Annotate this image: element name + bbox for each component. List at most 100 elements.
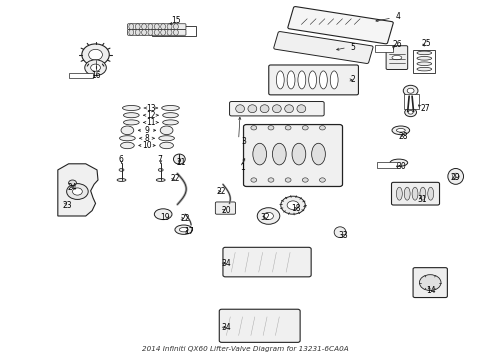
Ellipse shape xyxy=(158,168,163,171)
Ellipse shape xyxy=(154,209,172,220)
Text: 27: 27 xyxy=(420,104,430,113)
Text: 13: 13 xyxy=(146,104,156,113)
Text: 23: 23 xyxy=(63,202,73,210)
Ellipse shape xyxy=(67,184,88,199)
Text: 22: 22 xyxy=(171,174,180,183)
Ellipse shape xyxy=(405,108,416,117)
Ellipse shape xyxy=(292,143,306,165)
Text: 7: 7 xyxy=(157,155,162,163)
Ellipse shape xyxy=(392,126,410,135)
Ellipse shape xyxy=(135,24,140,30)
FancyBboxPatch shape xyxy=(414,50,436,73)
FancyBboxPatch shape xyxy=(404,94,419,109)
Ellipse shape xyxy=(309,71,317,89)
Ellipse shape xyxy=(119,168,124,171)
Text: 4: 4 xyxy=(395,13,400,22)
Ellipse shape xyxy=(392,55,402,60)
Ellipse shape xyxy=(285,126,291,130)
FancyBboxPatch shape xyxy=(375,45,393,52)
Text: 19: 19 xyxy=(160,212,170,222)
Ellipse shape xyxy=(160,126,173,135)
Ellipse shape xyxy=(302,178,308,182)
Ellipse shape xyxy=(154,30,159,35)
Ellipse shape xyxy=(272,105,281,113)
FancyBboxPatch shape xyxy=(127,24,186,30)
Text: 14: 14 xyxy=(426,286,436,295)
Text: 17: 17 xyxy=(184,227,194,236)
Ellipse shape xyxy=(417,62,432,66)
FancyBboxPatch shape xyxy=(229,102,324,116)
Ellipse shape xyxy=(135,30,140,35)
Ellipse shape xyxy=(167,30,172,35)
Text: 2014 Infiniti QX60 Lifter-Valve Diagram for 13231-6CA0A: 2014 Infiniti QX60 Lifter-Valve Diagram … xyxy=(142,346,348,352)
Text: 21: 21 xyxy=(176,158,186,166)
Ellipse shape xyxy=(123,120,139,125)
Text: 20: 20 xyxy=(221,206,231,215)
Ellipse shape xyxy=(287,71,295,89)
FancyBboxPatch shape xyxy=(392,183,440,205)
Ellipse shape xyxy=(420,187,426,200)
Ellipse shape xyxy=(251,178,257,182)
Ellipse shape xyxy=(412,187,418,200)
Ellipse shape xyxy=(287,201,299,210)
Ellipse shape xyxy=(129,24,134,30)
Ellipse shape xyxy=(251,126,257,130)
Ellipse shape xyxy=(175,225,193,234)
Ellipse shape xyxy=(129,30,134,35)
Text: 10: 10 xyxy=(142,141,152,150)
Ellipse shape xyxy=(154,24,159,30)
Ellipse shape xyxy=(417,57,432,60)
Ellipse shape xyxy=(319,126,325,130)
Ellipse shape xyxy=(312,143,325,165)
Text: 1: 1 xyxy=(240,163,245,172)
Text: 26: 26 xyxy=(392,40,402,49)
Ellipse shape xyxy=(91,64,100,71)
Text: 6: 6 xyxy=(118,155,123,163)
Text: 34: 34 xyxy=(221,323,231,332)
Ellipse shape xyxy=(236,105,245,113)
Ellipse shape xyxy=(390,159,408,166)
Ellipse shape xyxy=(156,179,165,181)
Text: 16: 16 xyxy=(91,71,100,80)
Text: 18: 18 xyxy=(291,204,301,213)
Ellipse shape xyxy=(407,88,414,93)
Ellipse shape xyxy=(163,120,178,125)
Ellipse shape xyxy=(253,143,267,165)
FancyBboxPatch shape xyxy=(152,26,196,36)
Ellipse shape xyxy=(161,30,166,35)
Ellipse shape xyxy=(404,187,410,200)
Ellipse shape xyxy=(248,105,257,113)
FancyBboxPatch shape xyxy=(127,30,186,35)
FancyBboxPatch shape xyxy=(377,162,397,168)
Ellipse shape xyxy=(121,142,134,149)
Ellipse shape xyxy=(69,180,76,186)
Ellipse shape xyxy=(281,196,305,214)
Ellipse shape xyxy=(173,154,185,164)
Text: 24: 24 xyxy=(68,183,77,192)
Ellipse shape xyxy=(264,212,273,220)
Text: 30: 30 xyxy=(396,162,406,171)
Ellipse shape xyxy=(148,30,153,35)
Text: 31: 31 xyxy=(417,195,427,204)
Ellipse shape xyxy=(417,67,432,71)
Ellipse shape xyxy=(334,227,346,238)
Text: 32: 32 xyxy=(261,213,270,222)
Ellipse shape xyxy=(276,71,284,89)
FancyBboxPatch shape xyxy=(274,32,373,63)
Ellipse shape xyxy=(260,105,269,113)
Text: 25: 25 xyxy=(421,39,431,48)
Ellipse shape xyxy=(396,129,405,132)
Ellipse shape xyxy=(319,178,325,182)
Ellipse shape xyxy=(163,113,178,118)
FancyBboxPatch shape xyxy=(220,309,300,342)
Ellipse shape xyxy=(160,142,173,149)
Ellipse shape xyxy=(121,126,134,135)
Ellipse shape xyxy=(142,30,147,35)
Ellipse shape xyxy=(142,24,147,30)
FancyBboxPatch shape xyxy=(216,202,235,214)
Ellipse shape xyxy=(298,71,306,89)
Text: 5: 5 xyxy=(350,43,355,52)
Ellipse shape xyxy=(161,24,166,30)
FancyBboxPatch shape xyxy=(288,6,393,44)
Text: 11: 11 xyxy=(146,118,156,127)
